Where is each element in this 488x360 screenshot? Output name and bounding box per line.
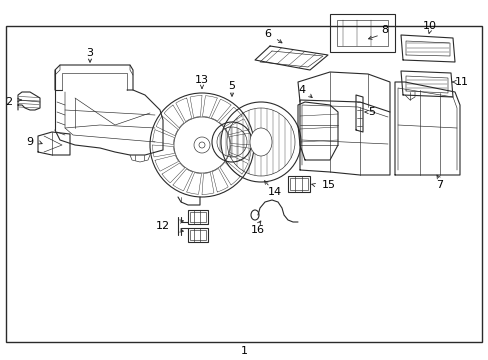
Text: 16: 16 [250, 225, 264, 235]
Text: 4: 4 [298, 85, 305, 95]
Bar [287, 176, 309, 192]
Bar [187, 210, 207, 224]
Ellipse shape [249, 128, 271, 156]
Text: 13: 13 [195, 75, 208, 85]
Bar [289, 178, 307, 190]
Text: 10: 10 [422, 21, 436, 31]
Text: 9: 9 [26, 137, 34, 147]
Text: 3: 3 [86, 48, 93, 58]
Bar [187, 228, 207, 242]
Text: 5: 5 [228, 81, 235, 91]
Text: 6: 6 [264, 29, 271, 39]
Text: 2: 2 [5, 97, 12, 107]
Bar [329, 14, 394, 52]
Text: 8: 8 [381, 25, 388, 35]
Text: 5: 5 [367, 107, 374, 117]
Text: 14: 14 [267, 187, 282, 197]
Bar [6, 26, 481, 342]
Text: 15: 15 [321, 180, 335, 190]
Bar [190, 212, 205, 222]
Text: 7: 7 [436, 180, 443, 190]
Text: 12: 12 [156, 221, 170, 231]
Text: 11: 11 [454, 77, 468, 87]
Bar [336, 20, 387, 46]
Bar [190, 230, 205, 240]
Circle shape [194, 137, 209, 153]
Text: 1: 1 [240, 346, 247, 356]
